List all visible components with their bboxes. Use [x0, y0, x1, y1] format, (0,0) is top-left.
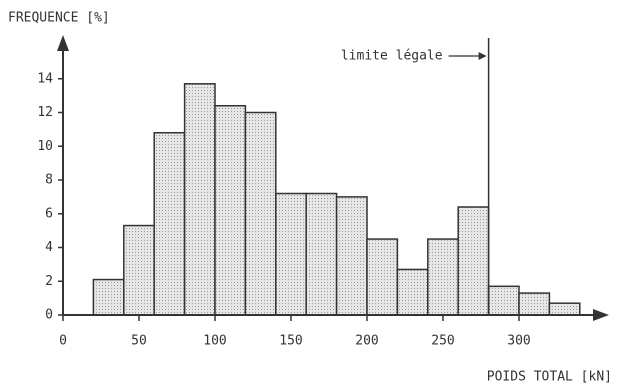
- x-axis-arrow: [593, 309, 609, 321]
- y-tick-label: 8: [45, 173, 53, 188]
- bar: [153, 132, 186, 316]
- x-tick-label: 150: [279, 334, 302, 349]
- bar: [275, 192, 307, 316]
- y-tick-label: 10: [37, 139, 53, 154]
- bar: [305, 192, 338, 316]
- bar: [92, 278, 125, 316]
- x-tick-label: 200: [355, 334, 378, 349]
- x-tick-label: 50: [131, 334, 147, 349]
- x-tick-label: 0: [59, 334, 67, 349]
- bar: [123, 224, 155, 316]
- y-tick-label: 2: [45, 274, 53, 289]
- bar: [457, 206, 490, 316]
- y-tick-label: 14: [37, 71, 53, 86]
- bar: [244, 111, 277, 316]
- bar: [396, 268, 429, 316]
- y-tick-label: 0: [45, 308, 53, 323]
- bar: [335, 196, 368, 316]
- x-axis-title: POIDS TOTAL [kN]: [487, 370, 612, 385]
- x-tick-label: 250: [431, 334, 454, 349]
- bar: [183, 83, 216, 316]
- bar: [366, 238, 399, 316]
- y-axis-title: FREQUENCE [%]: [8, 11, 110, 26]
- y-tick-label: 12: [37, 105, 53, 120]
- y-tick-label: 4: [45, 240, 53, 255]
- x-tick-label: 100: [203, 334, 226, 349]
- bar: [487, 285, 520, 316]
- y-tick-label: 6: [45, 206, 53, 221]
- bar: [548, 302, 581, 316]
- bar: [518, 292, 551, 316]
- annotation-arrowhead: [478, 52, 487, 60]
- annotation-label: limite légale: [341, 49, 443, 64]
- bar: [427, 238, 459, 316]
- x-tick-label: 300: [507, 334, 530, 349]
- y-axis-arrow: [57, 35, 69, 51]
- bar: [214, 105, 247, 316]
